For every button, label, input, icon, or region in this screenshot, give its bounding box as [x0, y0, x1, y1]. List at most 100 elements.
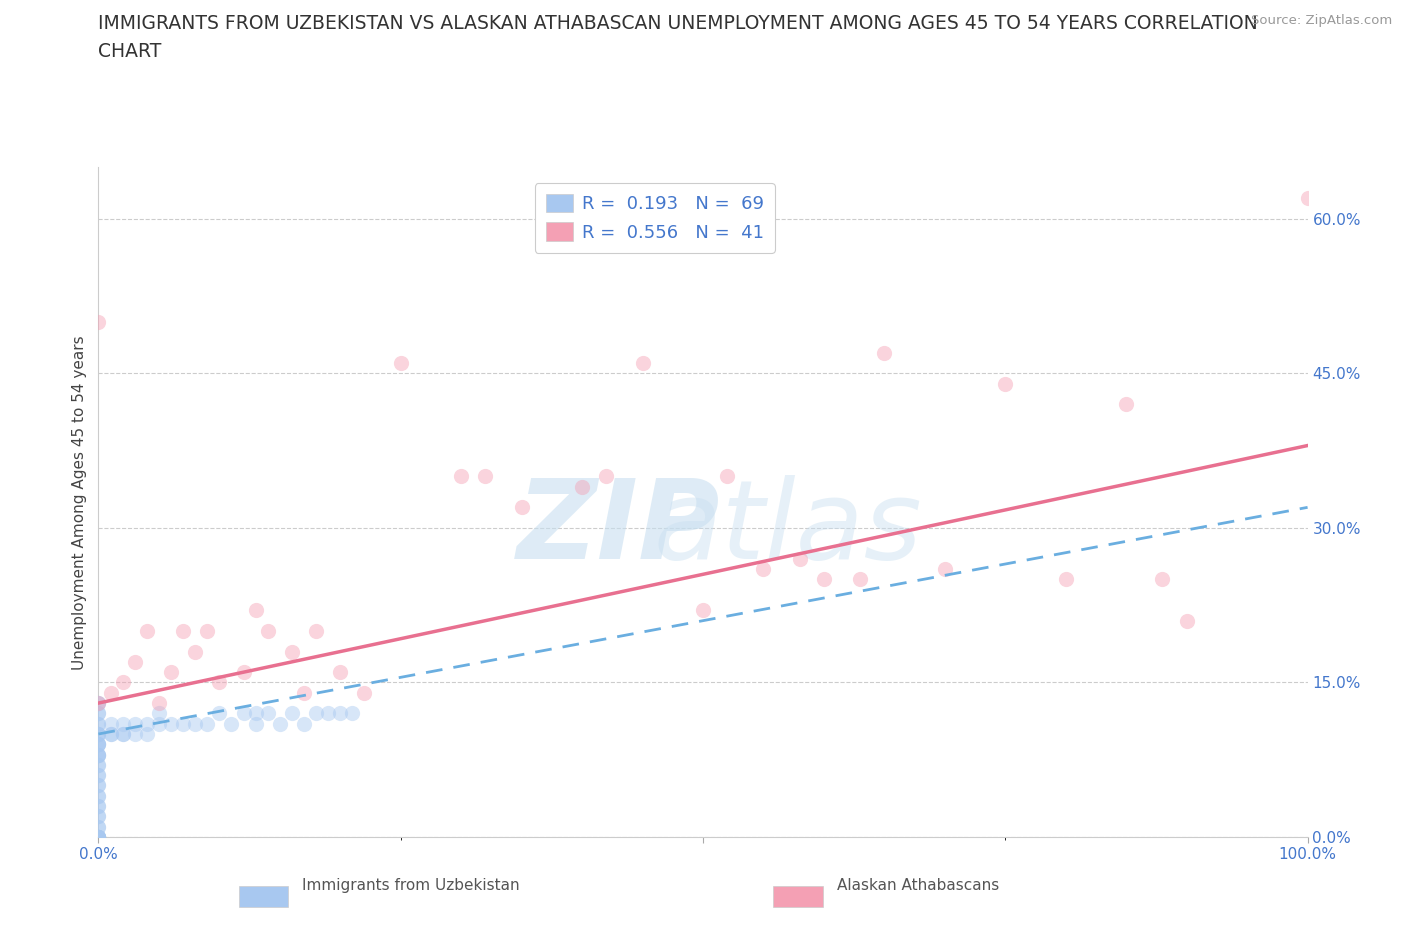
- Point: [87, 789, 110, 804]
- Point: [135, 726, 157, 741]
- Point: [87, 778, 110, 793]
- Point: [87, 747, 110, 762]
- Point: [281, 644, 304, 659]
- Point: [87, 737, 110, 751]
- Point: [124, 655, 146, 670]
- Point: [510, 500, 533, 515]
- Point: [100, 716, 122, 731]
- Point: [221, 716, 243, 731]
- Point: [305, 623, 328, 638]
- Point: [111, 716, 134, 731]
- Point: [87, 789, 110, 804]
- Point: [631, 355, 654, 370]
- Point: [281, 706, 304, 721]
- Point: [87, 809, 110, 824]
- Text: CHART: CHART: [98, 42, 162, 60]
- Point: [87, 830, 110, 844]
- Point: [994, 377, 1017, 392]
- Text: Alaskan Athabascans: Alaskan Athabascans: [837, 878, 998, 893]
- Point: [160, 665, 183, 680]
- Point: [87, 809, 110, 824]
- Point: [100, 726, 122, 741]
- Point: [1054, 572, 1077, 587]
- Point: [329, 706, 352, 721]
- Point: [87, 716, 110, 731]
- Point: [87, 757, 110, 772]
- Point: [752, 562, 775, 577]
- Point: [87, 706, 110, 721]
- Point: [342, 706, 364, 721]
- Point: [316, 706, 339, 721]
- Point: [148, 696, 170, 711]
- Point: [87, 726, 110, 741]
- Point: [124, 726, 146, 741]
- Point: [87, 799, 110, 814]
- Point: [87, 747, 110, 762]
- Point: [208, 706, 231, 721]
- Point: [873, 345, 896, 360]
- Point: [256, 706, 278, 721]
- Legend: R =  0.193   N =  69, R =  0.556   N =  41: R = 0.193 N = 69, R = 0.556 N = 41: [534, 183, 775, 253]
- Point: [232, 665, 254, 680]
- Point: [135, 716, 157, 731]
- Point: [716, 469, 738, 484]
- Point: [87, 757, 110, 772]
- Point: [1152, 572, 1174, 587]
- Point: [172, 623, 194, 638]
- Point: [87, 737, 110, 751]
- Text: IMMIGRANTS FROM UZBEKISTAN VS ALASKAN ATHABASCAN UNEMPLOYMENT AMONG AGES 45 TO 5: IMMIGRANTS FROM UZBEKISTAN VS ALASKAN AT…: [98, 14, 1258, 33]
- Point: [87, 726, 110, 741]
- Point: [100, 726, 122, 741]
- Point: [256, 623, 278, 638]
- Point: [195, 623, 218, 638]
- Point: [849, 572, 872, 587]
- Point: [184, 644, 207, 659]
- Point: [571, 479, 593, 494]
- Point: [692, 603, 714, 618]
- Point: [934, 562, 956, 577]
- Point: [1115, 397, 1137, 412]
- Point: [87, 830, 110, 844]
- Point: [87, 830, 110, 844]
- Point: [111, 675, 134, 690]
- Point: [148, 706, 170, 721]
- Point: [111, 726, 134, 741]
- Point: [87, 830, 110, 844]
- Point: [87, 819, 110, 834]
- Point: [245, 603, 267, 618]
- Text: Source: ZipAtlas.com: Source: ZipAtlas.com: [1251, 14, 1392, 27]
- Point: [595, 469, 617, 484]
- Point: [87, 747, 110, 762]
- Point: [1175, 613, 1198, 628]
- Point: [87, 830, 110, 844]
- Point: [124, 716, 146, 731]
- Point: [87, 737, 110, 751]
- Point: [208, 675, 231, 690]
- Point: [160, 716, 183, 731]
- Point: [305, 706, 328, 721]
- Point: [813, 572, 835, 587]
- Point: [87, 830, 110, 844]
- Point: [172, 716, 194, 731]
- Point: [87, 716, 110, 731]
- Text: atlas: atlas: [654, 475, 922, 582]
- Point: [184, 716, 207, 731]
- Point: [353, 685, 375, 700]
- Point: [87, 314, 110, 329]
- Point: [87, 830, 110, 844]
- Point: [87, 696, 110, 711]
- Point: [87, 706, 110, 721]
- Point: [87, 747, 110, 762]
- Point: [148, 716, 170, 731]
- Point: [232, 706, 254, 721]
- Point: [87, 819, 110, 834]
- Point: [87, 737, 110, 751]
- Point: [135, 623, 157, 638]
- Point: [87, 696, 110, 711]
- Point: [87, 696, 110, 711]
- Point: [269, 716, 291, 731]
- Point: [87, 830, 110, 844]
- Text: Immigrants from Uzbekistan: Immigrants from Uzbekistan: [302, 878, 520, 893]
- Y-axis label: Unemployment Among Ages 45 to 54 years: Unemployment Among Ages 45 to 54 years: [72, 335, 87, 670]
- Point: [111, 726, 134, 741]
